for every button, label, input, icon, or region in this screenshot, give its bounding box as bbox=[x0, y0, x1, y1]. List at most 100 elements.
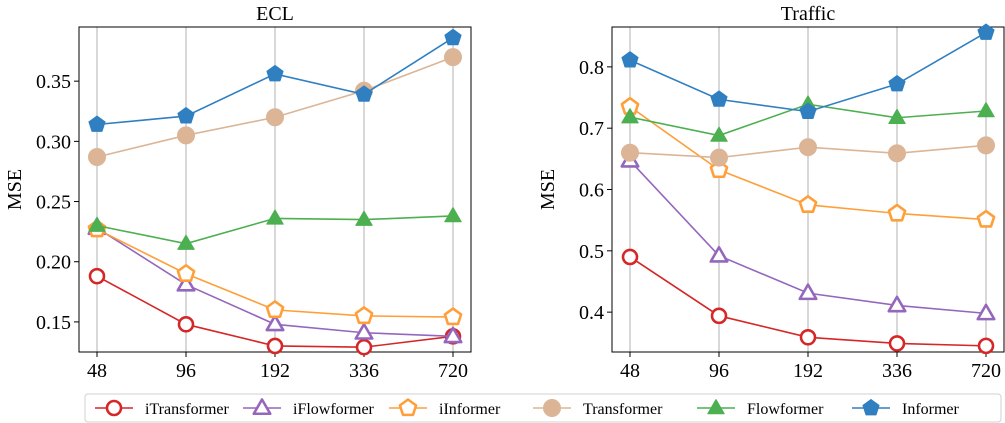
x-tick-label: 192 bbox=[260, 360, 290, 382]
legend-label: Flowformer bbox=[747, 401, 824, 418]
data-point bbox=[799, 328, 817, 346]
legend-item-informer: Informer bbox=[852, 399, 960, 418]
data-point bbox=[887, 203, 907, 222]
data-point bbox=[177, 107, 195, 124]
series-informer bbox=[88, 28, 462, 132]
data-point bbox=[266, 209, 284, 225]
series-iinformer bbox=[620, 96, 996, 228]
legend-label: iInformer bbox=[439, 401, 501, 418]
data-point bbox=[798, 283, 818, 301]
series-transformer bbox=[88, 48, 462, 166]
data-point bbox=[355, 338, 373, 356]
data-point bbox=[176, 274, 196, 292]
data-point bbox=[88, 115, 106, 132]
legend-marker bbox=[862, 399, 880, 416]
x-tick-label: 96 bbox=[709, 360, 729, 382]
x-tick-label: 720 bbox=[438, 360, 468, 382]
data-point bbox=[88, 216, 106, 232]
legend-label: Informer bbox=[902, 401, 960, 418]
x-tick-label: 720 bbox=[971, 360, 1001, 382]
legend-item-transformer: Transformer bbox=[533, 399, 663, 418]
x-tick-label: 96 bbox=[176, 360, 196, 382]
data-point bbox=[621, 143, 639, 162]
x-tick-label: 192 bbox=[793, 360, 823, 382]
y-tick-label: 0.6 bbox=[579, 180, 604, 202]
data-point bbox=[977, 102, 995, 118]
data-point bbox=[888, 75, 906, 92]
x-tick-label: 336 bbox=[349, 360, 379, 382]
data-point bbox=[621, 108, 639, 124]
data-point bbox=[888, 335, 906, 352]
data-point bbox=[444, 48, 462, 67]
legend-item-iinformer: iInformer bbox=[389, 398, 501, 418]
y-tick-label: 0.15 bbox=[36, 312, 71, 334]
chart-panel-ecl: ECL 48 96 192 336 720 0.15 0.20 0.25 0.30 0.35 MSE bbox=[4, 3, 472, 382]
data-point bbox=[443, 326, 463, 344]
data-point bbox=[177, 126, 195, 145]
data-point bbox=[888, 144, 906, 163]
series-flowformer bbox=[88, 206, 462, 250]
data-point bbox=[265, 300, 285, 319]
legend-item-iflowformer: iFlowformer bbox=[243, 398, 375, 418]
data-point bbox=[176, 263, 196, 282]
y-tick-label: 0.4 bbox=[579, 302, 604, 324]
legend-marker bbox=[105, 399, 123, 417]
data-point bbox=[888, 108, 906, 124]
data-point bbox=[798, 195, 818, 214]
data-point bbox=[710, 90, 728, 107]
data-point bbox=[621, 248, 639, 266]
data-point bbox=[355, 85, 373, 102]
data-point bbox=[177, 316, 195, 333]
data-point bbox=[976, 303, 996, 321]
data-point bbox=[266, 64, 284, 82]
data-point bbox=[266, 108, 284, 127]
data-point bbox=[444, 206, 462, 223]
data-point bbox=[621, 51, 639, 68]
series-transformer bbox=[621, 136, 995, 167]
x-tick-label: 48 bbox=[87, 360, 107, 382]
data-point bbox=[88, 267, 106, 285]
data-point bbox=[977, 23, 995, 40]
y-tick-label: 0.25 bbox=[36, 192, 71, 214]
y-tick-label: 0.30 bbox=[36, 131, 71, 153]
data-point bbox=[710, 307, 728, 325]
chart-title: Traffic bbox=[781, 3, 836, 25]
data-point bbox=[887, 295, 907, 313]
series-itransformer bbox=[621, 248, 995, 355]
y-tick-label: 0.8 bbox=[579, 57, 604, 79]
legend-item-flowformer: Flowformer bbox=[697, 399, 824, 418]
legend: iTransformer iFlowformer iInformer Transfor… bbox=[84, 393, 1002, 423]
data-point bbox=[354, 306, 374, 325]
y-axis-label: MSE bbox=[537, 169, 559, 210]
legend-label: iTransformer bbox=[145, 401, 230, 418]
x-tick-label: 48 bbox=[620, 360, 640, 382]
legend-marker bbox=[543, 399, 561, 417]
data-point bbox=[88, 148, 106, 166]
data-point bbox=[354, 322, 374, 340]
y-tick-label: 0.7 bbox=[579, 118, 604, 140]
data-point bbox=[266, 337, 284, 355]
legend-item-itransformer: iTransformer bbox=[95, 399, 230, 418]
data-point bbox=[799, 138, 817, 157]
data-point bbox=[799, 102, 817, 119]
legend-marker bbox=[707, 399, 725, 415]
data-point bbox=[710, 148, 728, 167]
data-point bbox=[265, 314, 285, 332]
data-point bbox=[443, 307, 463, 326]
data-point bbox=[444, 28, 462, 46]
y-tick-label: 0.35 bbox=[36, 71, 71, 93]
y-axis-label: MSE bbox=[4, 169, 26, 210]
chart-panel-traffic: Traffic 48 96 192 336 720 0.4 0.5 0.6 0.7 0.8 MSE bbox=[537, 3, 1005, 382]
legend-marker bbox=[252, 398, 272, 416]
data-point bbox=[976, 209, 996, 228]
legend-label: Transformer bbox=[583, 401, 663, 418]
data-point bbox=[977, 337, 995, 355]
chart-title: ECL bbox=[256, 3, 294, 25]
legend-marker bbox=[398, 398, 418, 417]
series-informer bbox=[621, 23, 995, 119]
x-tick-label: 336 bbox=[882, 360, 912, 382]
data-point bbox=[977, 136, 995, 155]
y-tick-label: 0.20 bbox=[36, 252, 71, 274]
legend-label: iFlowformer bbox=[293, 401, 375, 418]
